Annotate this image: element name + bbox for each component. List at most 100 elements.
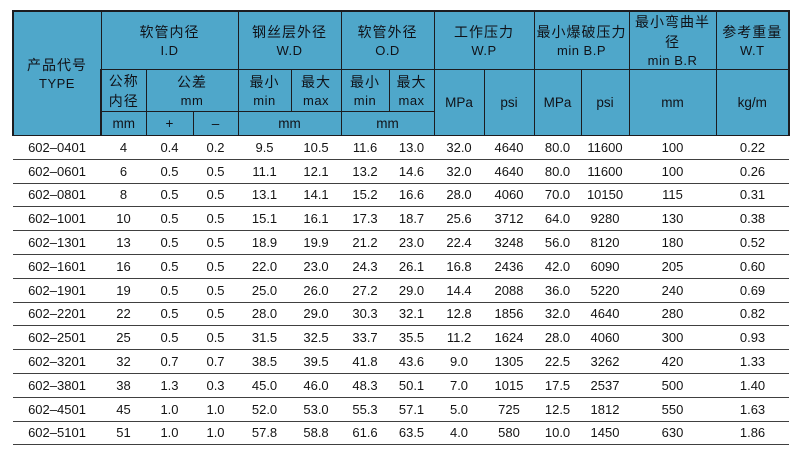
cell-tol-minus: 1.0 [193, 397, 239, 422]
cell-nominal-mm: 8 [101, 183, 146, 208]
header-id-en: I.D [160, 43, 179, 58]
cell-od-max: 57.1 [389, 397, 435, 422]
cell-wp-psi: 725 [484, 397, 535, 422]
header-group-burst-pressure: 最小爆破压力 min B.P [533, 10, 630, 70]
cell-br-mm: 100 [629, 159, 717, 184]
cell-wd-max: 26.0 [291, 278, 342, 303]
cell-od-max: 18.7 [389, 206, 435, 232]
header-group-outer-diameter: 软管外径 O.D [340, 10, 435, 70]
cell-wd-min: 31.5 [238, 325, 292, 351]
table-row: 602–0601 6 0.5 0.5 11.1 12.1 13.2 14.6 32.0 4640 8… [13, 159, 790, 184]
cell-type: 602–3201 [13, 349, 101, 374]
cell-bp-mpa: 36.0 [534, 278, 582, 303]
cell-wp-mpa: 14.4 [434, 278, 485, 303]
cell-tol-plus: 1.3 [146, 373, 193, 398]
cell-wp-mpa: 22.4 [434, 230, 485, 255]
cell-od-min: 61.6 [341, 421, 390, 446]
header-nominal-id: 公称 内径 [100, 69, 147, 112]
header-br-en: min B.R [647, 53, 698, 68]
header-wd-max-en: max [302, 93, 330, 108]
cell-tol-minus: 1.0 [193, 421, 239, 446]
cell-tol-minus: 0.5 [193, 325, 239, 351]
header-tolerance: 公差 mm [145, 69, 239, 112]
cell-bp-psi: 6090 [581, 254, 630, 279]
header-wd-min-en: min [253, 93, 276, 108]
cell-nominal-mm: 22 [101, 302, 146, 327]
header-wd-unit-label: mm [278, 115, 301, 131]
header-nominal-line1: 公称 [108, 72, 139, 89]
cell-wt-kgm: 0.93 [716, 325, 790, 351]
cell-bp-psi: 11600 [581, 159, 630, 184]
cell-wp-mpa: 32.0 [434, 135, 485, 160]
header-br-unit-label: mm [661, 94, 684, 110]
header-od-unit: mm [340, 111, 435, 136]
header-id-zh: 软管内径 [139, 24, 200, 40]
cell-nominal-mm: 38 [101, 373, 146, 398]
cell-wt-kgm: 0.60 [716, 254, 790, 279]
cell-wd-min: 45.0 [238, 373, 292, 398]
cell-type: 602–1601 [13, 254, 101, 279]
cell-br-mm: 180 [629, 230, 717, 255]
cell-wd-min: 57.8 [238, 421, 292, 446]
header-group-working-pressure: 工作压力 W.P [433, 10, 535, 70]
cell-bp-psi: 8120 [581, 230, 630, 255]
plus-sign: + [165, 115, 174, 131]
cell-wp-mpa: 25.6 [434, 206, 485, 232]
cell-bp-psi: 9280 [581, 206, 630, 232]
cell-nominal-mm: 13 [101, 230, 146, 255]
header-tolerance-plus: + [145, 111, 194, 136]
cell-bp-psi: 10150 [581, 183, 630, 208]
header-od-min-zh: 最小 [350, 74, 381, 90]
table-row: 602–1001 10 0.5 0.5 15.1 16.1 17.3 18.7 25.6 3712… [13, 206, 790, 232]
cell-wt-kgm: 0.52 [716, 230, 790, 255]
cell-bp-psi: 4060 [581, 325, 630, 351]
cell-wt-kgm: 0.22 [716, 135, 790, 160]
cell-od-max: 13.0 [389, 135, 435, 160]
cell-type: 602–0401 [13, 135, 101, 160]
header-wp-psi-label: psi [500, 94, 518, 110]
header-tolerance-zh: 公差 [177, 74, 207, 90]
cell-tol-plus: 0.5 [146, 254, 193, 279]
header-wd-en: W.D [276, 43, 303, 58]
header-row-groups: 产品代号 TYPE 软管内径 I.D 钢丝层外径 W.D 软管外径 O.D 工作… [12, 10, 791, 136]
cell-wd-min: 18.9 [238, 230, 292, 255]
cell-od-max: 63.5 [389, 421, 435, 446]
header-wt-zh: 参考重量 [722, 24, 783, 40]
cell-wp-psi: 1305 [484, 349, 535, 374]
header-wd-zh: 钢丝层外径 [252, 24, 328, 40]
header-group-inner-diameter: 软管内径 I.D [100, 10, 239, 70]
cell-wp-psi: 4640 [484, 135, 535, 160]
cell-wd-max: 23.0 [291, 254, 342, 279]
cell-type: 602–0601 [13, 159, 101, 184]
cell-tol-plus: 0.4 [146, 135, 193, 160]
header-wt-unit: kg/m [715, 69, 791, 136]
cell-od-max: 29.0 [389, 278, 435, 303]
cell-od-min: 48.3 [341, 373, 390, 398]
cell-tol-minus: 0.5 [193, 183, 239, 208]
cell-wp-mpa: 7.0 [434, 373, 485, 398]
cell-bp-mpa: 22.5 [534, 349, 582, 374]
table-row: 602–4501 45 1.0 1.0 52.0 53.0 55.3 57.1 5.0 725 12… [13, 397, 790, 422]
cell-wp-psi: 2436 [484, 254, 535, 279]
cell-type: 602–1001 [13, 206, 101, 232]
header-wp-zh: 工作压力 [454, 24, 515, 40]
cell-wp-psi: 4060 [484, 183, 535, 208]
header-od-max-en: max [398, 93, 425, 108]
cell-wd-max: 29.0 [291, 302, 342, 327]
cell-wt-kgm: 0.82 [716, 302, 790, 327]
cell-bp-mpa: 17.5 [534, 373, 582, 398]
header-nominal-line2: 内径 [108, 92, 139, 109]
table-row: 602–1901 19 0.5 0.5 25.0 26.0 27.2 29.0 14.4 2088… [13, 278, 790, 303]
cell-wp-psi: 580 [484, 421, 535, 446]
header-nominal-unit: mm [100, 111, 147, 136]
header-wd-max: 最大 max [290, 69, 342, 112]
header-tolerance-minus: – [192, 111, 239, 136]
cell-od-max: 50.1 [389, 373, 435, 398]
table-row: 602–0401 4 0.4 0.2 9.5 10.5 11.6 13.0 32.0 4640 80… [13, 135, 790, 160]
cell-wp-psi: 1856 [484, 302, 535, 327]
cell-bp-mpa: 64.0 [534, 206, 582, 232]
cell-tol-minus: 0.5 [193, 254, 239, 279]
cell-wp-psi: 1624 [484, 325, 535, 351]
cell-wp-mpa: 4.0 [434, 421, 485, 446]
cell-br-mm: 550 [629, 397, 717, 422]
